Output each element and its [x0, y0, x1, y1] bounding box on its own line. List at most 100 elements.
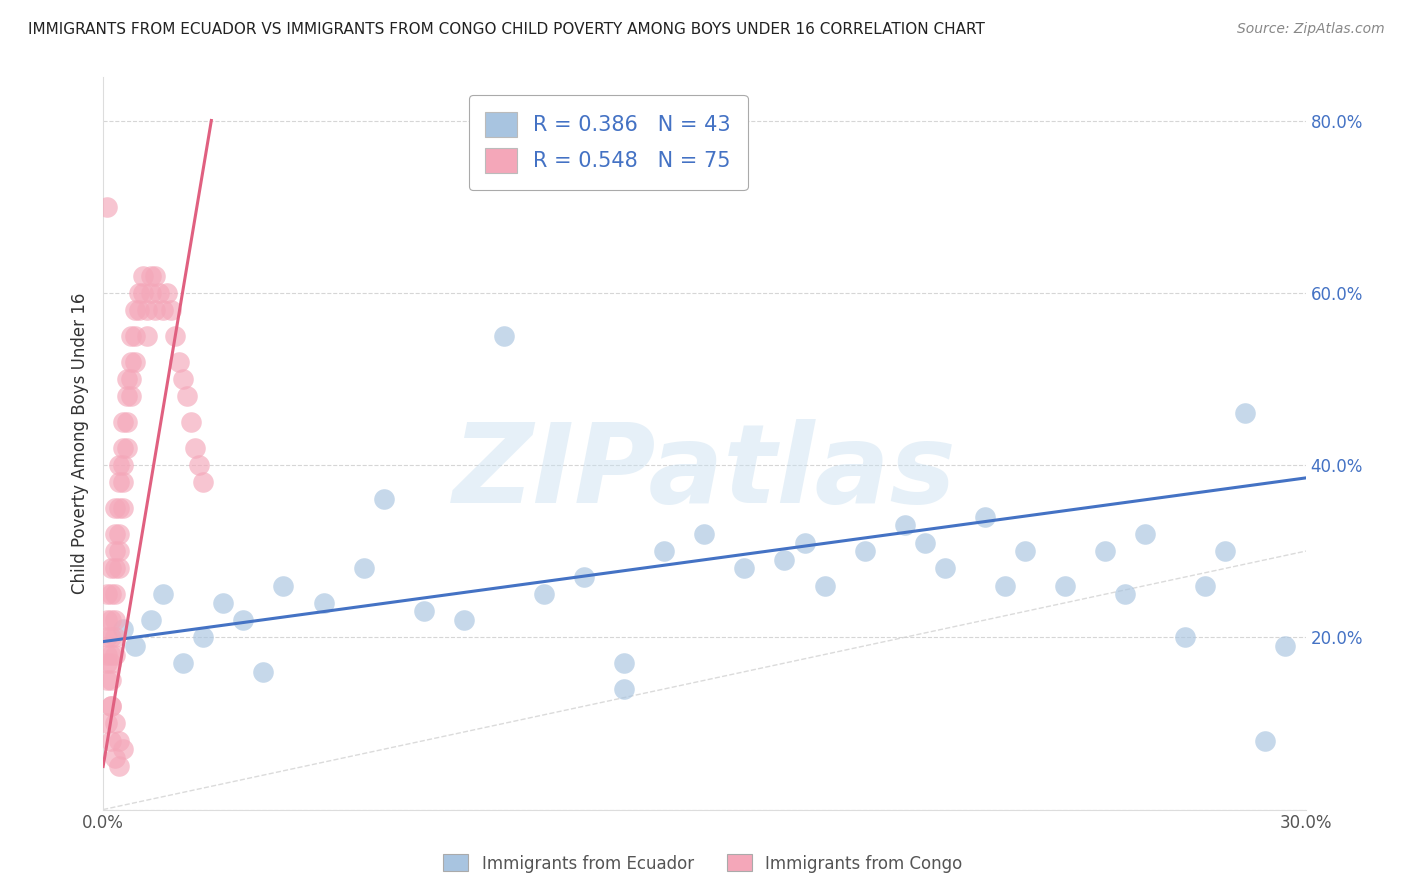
Point: [124, 328, 146, 343]
Point: [193, 475, 215, 490]
Text: ZIPatlas: ZIPatlas: [453, 419, 956, 526]
Point: [412, 604, 434, 618]
Point: [994, 579, 1017, 593]
Point: [176, 389, 198, 403]
Point: [893, 518, 915, 533]
Point: [572, 570, 595, 584]
Point: [793, 535, 815, 549]
Point: [312, 596, 335, 610]
Point: [652, 544, 675, 558]
Point: [108, 544, 131, 558]
Point: [733, 561, 755, 575]
Point: [96, 716, 118, 731]
Point: [273, 579, 295, 593]
Point: [1215, 544, 1237, 558]
Point: [100, 587, 122, 601]
Point: [141, 613, 163, 627]
Point: [914, 535, 936, 549]
Point: [1094, 544, 1116, 558]
Point: [1135, 527, 1157, 541]
Point: [100, 733, 122, 747]
Point: [124, 639, 146, 653]
Point: [100, 673, 122, 688]
Point: [1254, 733, 1277, 747]
Point: [128, 285, 150, 300]
Point: [1174, 630, 1197, 644]
Point: [100, 656, 122, 670]
Point: [128, 303, 150, 318]
Point: [212, 596, 235, 610]
Point: [120, 328, 142, 343]
Point: [1053, 579, 1076, 593]
Point: [693, 527, 716, 541]
Point: [115, 372, 138, 386]
Point: [104, 501, 127, 516]
Point: [115, 441, 138, 455]
Point: [143, 303, 166, 318]
Point: [104, 561, 127, 575]
Point: [1114, 587, 1136, 601]
Point: [100, 648, 122, 662]
Point: [104, 587, 127, 601]
Point: [124, 354, 146, 368]
Point: [132, 285, 155, 300]
Point: [188, 458, 211, 472]
Point: [141, 285, 163, 300]
Point: [193, 630, 215, 644]
Point: [141, 268, 163, 283]
Point: [112, 441, 135, 455]
Point: [96, 630, 118, 644]
Point: [100, 613, 122, 627]
Point: [112, 742, 135, 756]
Point: [108, 561, 131, 575]
Point: [1274, 639, 1296, 653]
Point: [96, 673, 118, 688]
Point: [96, 648, 118, 662]
Point: [1014, 544, 1036, 558]
Point: [104, 527, 127, 541]
Point: [169, 354, 191, 368]
Point: [108, 475, 131, 490]
Point: [112, 415, 135, 429]
Legend: Immigrants from Ecuador, Immigrants from Congo: Immigrants from Ecuador, Immigrants from…: [437, 847, 969, 880]
Point: [96, 200, 118, 214]
Point: [104, 544, 127, 558]
Text: IMMIGRANTS FROM ECUADOR VS IMMIGRANTS FROM CONGO CHILD POVERTY AMONG BOYS UNDER : IMMIGRANTS FROM ECUADOR VS IMMIGRANTS FR…: [28, 22, 986, 37]
Point: [152, 587, 174, 601]
Point: [373, 492, 395, 507]
Point: [104, 751, 127, 765]
Point: [156, 285, 179, 300]
Point: [934, 561, 956, 575]
Point: [112, 501, 135, 516]
Point: [120, 389, 142, 403]
Point: [104, 716, 127, 731]
Point: [152, 303, 174, 318]
Point: [108, 527, 131, 541]
Point: [813, 579, 835, 593]
Point: [613, 656, 636, 670]
Point: [108, 759, 131, 773]
Point: [136, 328, 159, 343]
Point: [132, 268, 155, 283]
Point: [112, 458, 135, 472]
Point: [120, 354, 142, 368]
Point: [108, 733, 131, 747]
Point: [165, 328, 187, 343]
Point: [172, 656, 194, 670]
Point: [453, 613, 475, 627]
Point: [180, 415, 202, 429]
Legend: R = 0.386   N = 43, R = 0.548   N = 75: R = 0.386 N = 43, R = 0.548 N = 75: [468, 95, 748, 190]
Point: [973, 509, 995, 524]
Point: [252, 665, 274, 679]
Point: [160, 303, 183, 318]
Point: [96, 656, 118, 670]
Point: [100, 561, 122, 575]
Point: [100, 699, 122, 714]
Point: [104, 613, 127, 627]
Point: [184, 441, 207, 455]
Point: [100, 699, 122, 714]
Point: [108, 501, 131, 516]
Point: [115, 415, 138, 429]
Point: [773, 553, 796, 567]
Point: [124, 303, 146, 318]
